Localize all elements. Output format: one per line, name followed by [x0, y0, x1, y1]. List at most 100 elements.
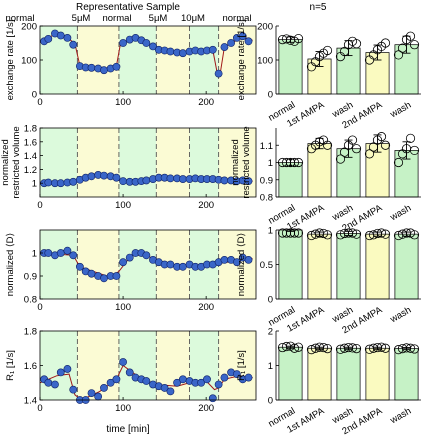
data-point [166, 260, 175, 269]
data-point [244, 37, 253, 46]
x-tick-label: 100 [115, 97, 131, 108]
x-tick-label: 0 [37, 403, 42, 414]
y-tick-label: 0.8 [260, 193, 273, 204]
data-point [220, 176, 229, 185]
data-point [87, 172, 96, 181]
x-tick-label: 100 [115, 403, 131, 414]
data-point [142, 251, 151, 260]
data-point [220, 255, 229, 264]
y-tick-label: 1 [268, 361, 273, 372]
plot-frame [39, 127, 257, 198]
y-tick-label: 0.9 [24, 272, 37, 283]
subject-point [314, 137, 325, 147]
category-label: wash [388, 406, 414, 427]
phase-band [189, 26, 219, 94]
y-axis-label: restricted volume [11, 126, 22, 198]
data-point [44, 249, 53, 257]
x-tick-label: 100 [115, 302, 131, 313]
subject-point [293, 157, 304, 168]
x-tick-label: 0 [37, 200, 42, 211]
subject-point [380, 229, 391, 239]
data-point [166, 47, 175, 56]
phase-band [218, 331, 256, 400]
phase-band [156, 128, 190, 197]
y-tick-label: 1.6 [24, 361, 37, 372]
y-axis-label: exchange rate [1/s] [236, 20, 247, 101]
data-point [75, 262, 84, 271]
phase-band [77, 230, 119, 299]
subject-point [409, 145, 420, 156]
subject-point [339, 147, 350, 157]
data-point [44, 35, 53, 43]
data-point [173, 378, 181, 387]
data-point [178, 262, 187, 271]
subject-point [409, 40, 420, 50]
data-point [214, 69, 223, 78]
data-point [244, 177, 253, 186]
subject-point [393, 157, 404, 168]
subject-point [289, 157, 300, 168]
subject-point [351, 39, 362, 49]
data-point [69, 385, 78, 394]
data-point [203, 375, 211, 384]
y-tick-label: 100 [257, 56, 273, 67]
data-point [112, 62, 121, 71]
phase-band [218, 128, 256, 197]
y-tick-label: 200 [257, 22, 273, 33]
bar [278, 229, 303, 300]
bar [394, 348, 419, 401]
subject-point [293, 33, 304, 44]
y-axis-label: restricted volume [241, 126, 252, 198]
data-point [125, 368, 134, 377]
subject-point [409, 230, 420, 240]
data-point [63, 246, 72, 255]
y-axis-label: R₁ [1/s] [236, 350, 247, 381]
data-point [142, 39, 151, 47]
data-point [112, 375, 121, 384]
bar [365, 233, 390, 300]
phase-label-5: 10μM [181, 13, 205, 24]
subject-point [335, 154, 346, 164]
subject-point [351, 144, 362, 154]
subject-point [322, 230, 333, 240]
data-point [232, 370, 241, 379]
data-point [63, 365, 72, 373]
data-point [208, 45, 217, 54]
data-point [160, 384, 169, 392]
subject-point [405, 133, 416, 143]
subject-point [364, 149, 375, 159]
y-tick-label: 1 [268, 226, 273, 237]
phase-label-6: normal [222, 13, 251, 24]
y-tick-label: 0.5 [260, 260, 273, 271]
y-tick-label: 1.8 [24, 124, 37, 135]
subject-point [289, 343, 300, 353]
data-point [178, 375, 187, 384]
subject-point [397, 43, 408, 53]
x-tick-label: 200 [198, 200, 214, 211]
subject-point [393, 50, 404, 60]
data-point [56, 368, 65, 377]
data-point [178, 175, 187, 183]
plot-frame [39, 229, 257, 300]
y-tick-label: 1.4 [24, 151, 37, 162]
data-point [51, 380, 59, 389]
data-point [100, 274, 108, 283]
data-point [100, 384, 108, 392]
y-tick-label: 2 [268, 327, 273, 338]
bar [278, 346, 303, 401]
data-point [106, 378, 115, 387]
subject-point [339, 46, 350, 57]
data-point [125, 253, 134, 262]
y-tick-label: 0 [32, 90, 37, 101]
data-point [87, 389, 96, 397]
data-point [227, 39, 235, 47]
data-point [119, 39, 127, 47]
subject-point [293, 342, 304, 352]
phase-band [40, 230, 78, 299]
data-point [69, 251, 78, 260]
